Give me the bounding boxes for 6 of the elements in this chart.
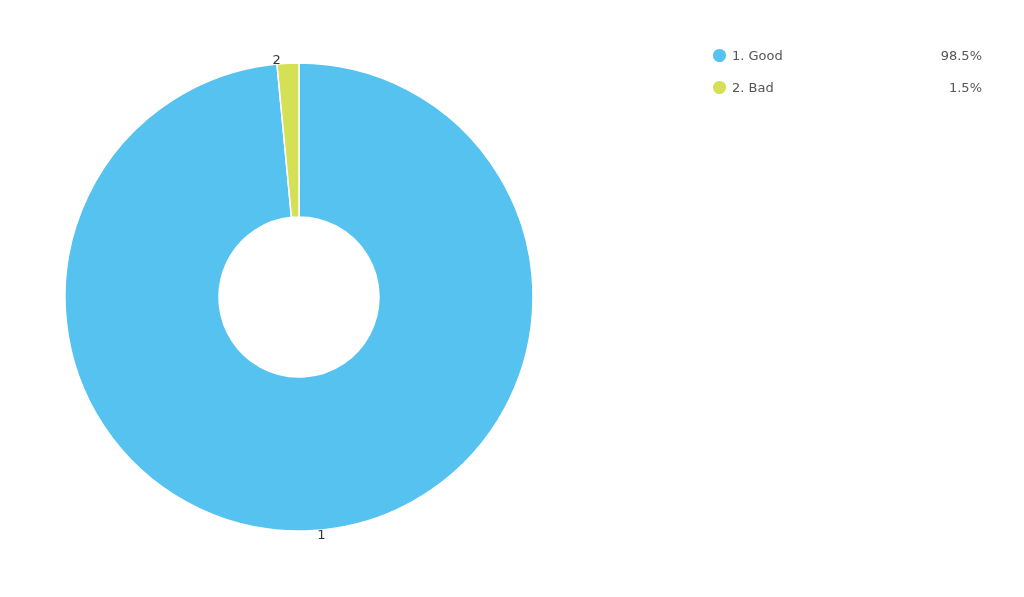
data-label: 98.5% — [940, 48, 982, 63]
text: 1 — [317, 527, 326, 543]
data-label: 1.5% — [948, 80, 982, 95]
legend-label: 2. Bad — [732, 80, 774, 95]
legend-label: 1. Good — [732, 48, 783, 63]
text: 2 — [272, 51, 281, 67]
